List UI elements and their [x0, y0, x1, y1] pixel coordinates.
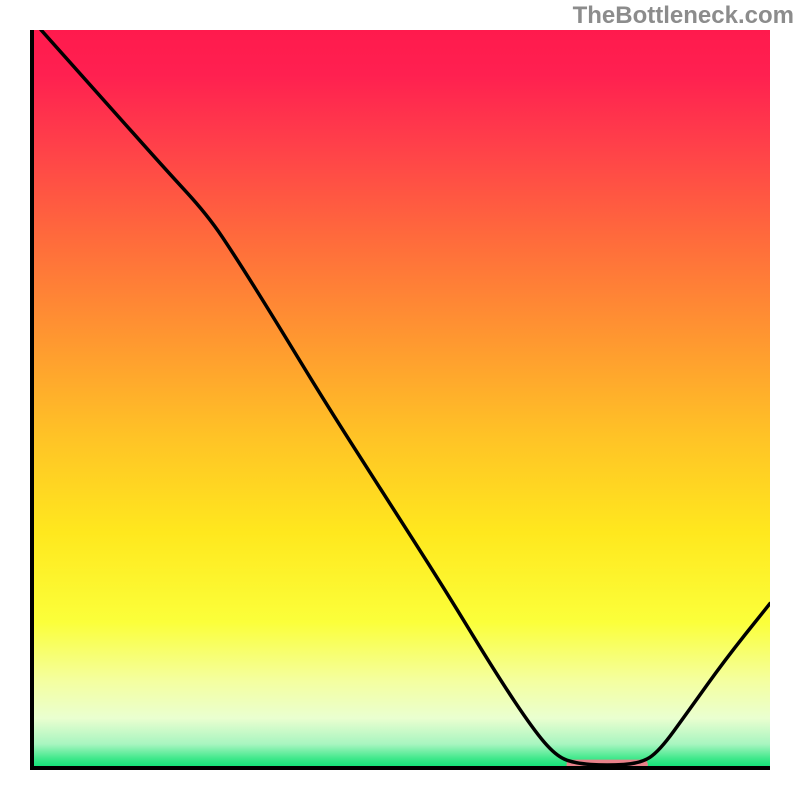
bottleneck-chart: TheBottleneck.com: [0, 0, 800, 800]
y-axis: [30, 30, 34, 770]
x-axis: [30, 766, 770, 770]
watermark: TheBottleneck.com: [573, 2, 794, 30]
chart-svg: [30, 30, 770, 770]
plot-area: [30, 30, 770, 770]
